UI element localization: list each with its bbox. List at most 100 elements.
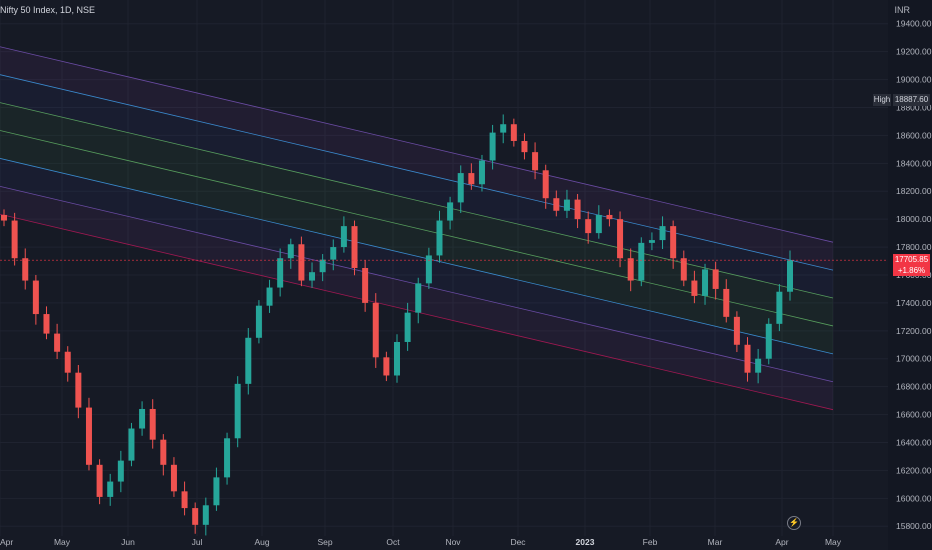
candle-body xyxy=(563,199,570,211)
candle-body xyxy=(234,383,241,439)
candle-body xyxy=(192,508,199,525)
candle-body xyxy=(500,124,507,133)
y-tick-label: 17200.00 xyxy=(896,326,932,336)
y-tick-label: 18200.00 xyxy=(896,186,932,196)
currency-label: INR xyxy=(894,5,911,15)
candle-body xyxy=(298,244,305,281)
x-tick-label: Oct xyxy=(386,537,400,547)
candle-body xyxy=(712,269,719,289)
channel-line xyxy=(0,74,834,271)
y-tick-label: 18600.00 xyxy=(896,130,932,140)
channel-band xyxy=(0,74,833,299)
candle-body xyxy=(617,219,624,259)
last-price-tag: 17705.85 +1.86% xyxy=(893,254,930,276)
candle-body xyxy=(394,341,400,376)
channel-line xyxy=(0,46,834,243)
candle-body xyxy=(202,505,209,525)
high-marker-value: 18887.60 xyxy=(893,94,930,106)
candle-body xyxy=(277,258,284,288)
candle-body xyxy=(75,372,82,408)
candle-body xyxy=(351,226,358,268)
x-tick-label: Mar xyxy=(708,537,723,547)
x-tick-label: May xyxy=(825,537,842,547)
channel-band xyxy=(0,158,833,382)
candle-body xyxy=(648,240,655,243)
y-tick-label: 16200.00 xyxy=(896,465,932,475)
candle-body xyxy=(64,351,71,373)
candle-body xyxy=(627,258,634,281)
candle-body xyxy=(107,481,114,497)
candle-body xyxy=(723,288,730,317)
y-tick-label: 16400.00 xyxy=(896,437,932,447)
x-tick-label: Jun xyxy=(121,537,135,547)
x-tick-label: Apr xyxy=(775,537,788,547)
y-tick-label: 18000.00 xyxy=(896,214,932,224)
channel-line xyxy=(0,102,834,299)
candle-body xyxy=(691,280,698,296)
candle-body xyxy=(532,152,539,171)
x-tick-label: Dec xyxy=(510,537,526,547)
last-price-change: +1.86% xyxy=(897,266,926,275)
candle-body xyxy=(510,124,517,141)
candle-body xyxy=(372,302,379,358)
candle-body xyxy=(680,258,687,281)
candle-body xyxy=(54,333,61,352)
candle-body xyxy=(266,287,273,306)
channel-band xyxy=(0,130,833,354)
y-tick-label: 17800.00 xyxy=(896,242,932,252)
candle-body xyxy=(160,439,167,465)
candle-body xyxy=(255,305,262,338)
candle-body xyxy=(213,477,220,506)
candle-body xyxy=(96,464,103,497)
candle-body xyxy=(32,280,39,315)
candle-body xyxy=(776,291,783,324)
candle-body xyxy=(383,357,390,376)
candle-body xyxy=(585,219,592,234)
candle-body xyxy=(340,226,347,248)
candle-body xyxy=(436,220,443,256)
candle-body xyxy=(733,316,740,345)
candle-body xyxy=(765,323,772,359)
chart-title: Nifty 50 Index, 1D, NSE xyxy=(0,5,96,15)
candle-body xyxy=(478,160,485,185)
candle-body xyxy=(319,259,326,273)
candle-body xyxy=(224,438,231,478)
y-tick-label: 19200.00 xyxy=(896,47,932,57)
x-tick-label: Nov xyxy=(445,537,461,547)
candle-body xyxy=(574,199,581,220)
candle-body xyxy=(744,344,751,373)
candle-body xyxy=(117,460,124,482)
candle-body xyxy=(606,214,613,220)
candle-body xyxy=(638,242,645,281)
candle-body xyxy=(330,247,337,260)
candle-body xyxy=(553,198,560,211)
candle-body xyxy=(447,202,454,221)
lightning-bolt-icon[interactable]: ⚡ xyxy=(787,516,801,530)
candle-body xyxy=(425,255,432,284)
y-tick-label: 19000.00 xyxy=(896,75,932,85)
candle-body xyxy=(542,170,549,199)
candle-body xyxy=(43,314,50,334)
x-tick-label: 2023 xyxy=(576,537,595,547)
y-tick-label: 16600.00 xyxy=(896,410,932,420)
candle-body xyxy=(128,428,135,461)
candle-body xyxy=(457,173,464,203)
candle-body xyxy=(702,269,709,296)
y-tick-label: 15800.00 xyxy=(896,521,932,531)
y-tick-label: 19400.00 xyxy=(896,19,932,29)
x-tick-label: Aug xyxy=(254,537,269,547)
x-tick-label: Feb xyxy=(643,537,658,547)
high-marker-label: High xyxy=(873,94,891,106)
candle-body xyxy=(415,283,422,313)
y-tick-label: 16800.00 xyxy=(896,382,932,392)
candle-body xyxy=(245,337,252,384)
x-tick-label: Apr xyxy=(0,537,13,547)
candle-body xyxy=(181,491,188,509)
candle-body xyxy=(149,408,156,440)
candle-body xyxy=(595,214,602,234)
candle-body xyxy=(521,140,528,153)
candle-body xyxy=(170,464,177,492)
candle-body xyxy=(659,226,666,241)
